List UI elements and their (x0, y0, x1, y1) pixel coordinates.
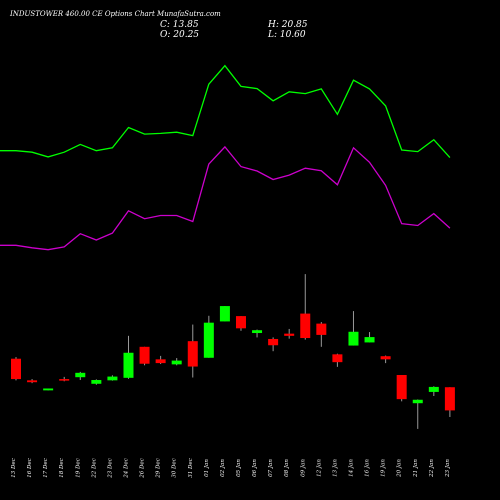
candle (364, 332, 375, 343)
candle (187, 324, 198, 378)
x-tick-label: 31 Dec (188, 458, 194, 478)
x-tick-label: 07 Jan (268, 459, 274, 477)
high-readout: H: 20.85 (268, 20, 308, 30)
candle-body (235, 316, 246, 329)
candle (412, 399, 423, 429)
x-tick-label: 14 Jan (348, 459, 354, 477)
x-tick-label: 05 Jan (236, 459, 242, 477)
candle-body (11, 358, 21, 380)
candle-body (364, 337, 375, 343)
x-tick-label: 19 Jan (381, 459, 387, 477)
x-tick-label: 23 Dec (107, 458, 113, 479)
x-tick-label: 22 Dec (91, 458, 97, 479)
candle (284, 328, 295, 339)
candle-body (348, 331, 359, 346)
upper-band-line (0, 64, 451, 159)
candle (75, 371, 86, 381)
lower-band-line (0, 145, 451, 251)
candle (444, 387, 455, 417)
candle-body (316, 323, 327, 335)
candle-body (444, 387, 455, 411)
candle-body (187, 341, 198, 367)
candle (235, 316, 246, 331)
candle-body (428, 386, 439, 392)
candle-body (43, 388, 54, 391)
candle (59, 376, 70, 382)
candle (380, 355, 391, 364)
x-tick-label: 08 Jan (284, 459, 290, 477)
candle-body (59, 379, 70, 381)
x-tick-label: 21 Jan (413, 459, 419, 478)
x-tick-label: 30 Dec (172, 458, 178, 478)
candle (203, 315, 214, 358)
candle (11, 357, 21, 381)
candle (396, 375, 407, 402)
candle-body (107, 376, 118, 381)
x-tick-label: 16 Jan (365, 459, 371, 477)
candle (348, 311, 359, 346)
candle-body (219, 306, 230, 322)
x-tick-label: 06 Jan (252, 459, 258, 477)
x-tick-label: 02 Jan (220, 459, 226, 477)
x-tick-label: 29 Dec (156, 458, 162, 479)
candle (155, 355, 166, 365)
candle (316, 322, 327, 347)
candle-body (284, 333, 295, 336)
candle-body (91, 380, 102, 384)
candle (123, 335, 134, 379)
x-tick-label: 23 Jan (445, 459, 451, 478)
x-tick-label: 26 Dec (140, 458, 146, 479)
candle-body (412, 399, 423, 404)
chart-title: INDUSTOWER 460.00 CE Options Chart Munaf… (10, 10, 221, 18)
x-tick-label: 17 Dec (43, 458, 49, 478)
candle (268, 337, 279, 352)
x-tick-label: 18 Dec (59, 458, 65, 478)
candle-body (252, 330, 263, 334)
candle-body (139, 346, 150, 364)
candle (171, 358, 182, 366)
candle (300, 274, 311, 340)
close-readout: C: 13.85 (160, 20, 199, 30)
candle (219, 306, 230, 322)
candle-body (380, 356, 391, 360)
candle-body (396, 375, 407, 400)
x-tick-label: 20 Jan (397, 459, 403, 478)
candle-body (75, 372, 86, 378)
candle-body (171, 360, 182, 365)
candle (332, 353, 343, 367)
low-readout: L: 10.60 (268, 30, 306, 40)
band-layer (0, 64, 451, 251)
open-readout: O: 20.25 (160, 30, 200, 40)
candle-layer (11, 274, 455, 429)
x-tick-label: 13 Jan (332, 459, 338, 477)
candle (428, 386, 439, 396)
candle-body (155, 359, 166, 364)
candle (139, 346, 150, 366)
candle (107, 375, 118, 381)
candle-body (332, 354, 343, 363)
candle-body (123, 352, 134, 378)
candle (43, 388, 54, 391)
x-tick-label: 24 Dec (123, 458, 129, 479)
candle-body (203, 322, 214, 358)
x-tick-label: 09 Jan (300, 459, 306, 477)
x-tick-label: 12 Jan (316, 459, 322, 477)
candle-body (27, 380, 38, 383)
x-tick-label: 22 Jan (429, 459, 435, 478)
x-tick-label: 01 Jan (204, 459, 210, 477)
candle (27, 379, 38, 384)
candle-body (268, 338, 279, 346)
x-tick-label: 13 Dec (11, 458, 17, 478)
x-tick-label: 16 Dec (27, 458, 33, 478)
candle (252, 329, 263, 338)
x-tick-label: 19 Dec (75, 458, 81, 478)
x-tick-labels: 13 Dec 16 Dec 17 Dec 18 Dec 19 Dec 22 Dec 23 D… (11, 458, 451, 479)
candle-body (300, 313, 311, 339)
candle (91, 379, 102, 385)
